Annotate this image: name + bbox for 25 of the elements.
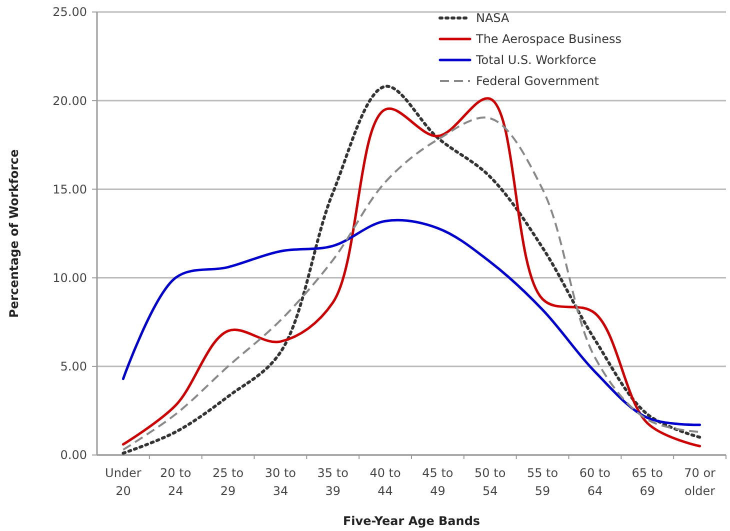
y-tick-label: 10.00 <box>52 271 87 285</box>
x-tick-label: 55 to 59 <box>526 466 558 498</box>
x-tick-label: 30 to 34 <box>264 466 296 498</box>
legend-label: Total U.S. Workforce <box>475 53 596 68</box>
y-axis-title: Percentage of Workforce <box>7 149 21 318</box>
legend-label: The Aerospace Business <box>475 32 622 46</box>
x-tick-label: 20 to 24 <box>160 466 192 498</box>
x-tick-label: 50 to 54 <box>474 466 506 498</box>
y-tick-label: 0.00 <box>60 448 87 462</box>
y-tick-label: 20.00 <box>52 94 87 108</box>
y-tick-label: 25.00 <box>52 5 87 20</box>
x-tick-label: 70 or older <box>684 466 716 498</box>
x-tick-label: 65 to 69 <box>632 466 663 498</box>
x-tick-label: 25 to 29 <box>212 466 244 498</box>
y-tick-label: 15.00 <box>52 182 87 196</box>
x-tick-label: 40 to 44 <box>370 466 401 498</box>
x-tick-label: 60 to 64 <box>579 466 611 498</box>
y-tick-label: 5.00 <box>60 360 87 374</box>
legend-label: Federal Government <box>476 74 600 88</box>
x-tick-label: 35 to 39 <box>317 466 348 498</box>
legend-label: NASA <box>476 11 510 26</box>
line-series <box>122 219 702 426</box>
x-tick-label: 45 to 49 <box>422 466 454 498</box>
x-tick-label: Under 20 <box>105 466 142 498</box>
x-axis-title: Five-Year Age Bands <box>342 514 480 528</box>
